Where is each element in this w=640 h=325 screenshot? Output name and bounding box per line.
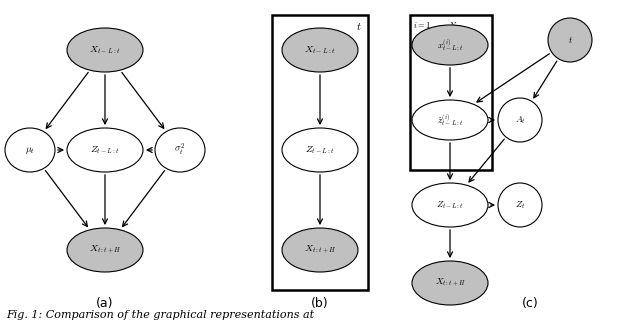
Text: $X_{t-L:t}$: $X_{t-L:t}$	[90, 44, 121, 56]
Text: $X_{t:t+H}$: $X_{t:t+H}$	[88, 244, 122, 256]
Text: $\mu_t$: $\mu_t$	[25, 145, 35, 155]
Text: (a): (a)	[96, 296, 114, 309]
Ellipse shape	[412, 261, 488, 305]
Ellipse shape	[282, 128, 358, 172]
Ellipse shape	[548, 18, 592, 62]
Ellipse shape	[67, 128, 143, 172]
Ellipse shape	[412, 183, 488, 227]
Ellipse shape	[282, 228, 358, 272]
Text: $X_{t:t+H}$: $X_{t:t+H}$	[435, 277, 465, 289]
Text: $t$: $t$	[568, 35, 573, 45]
Text: (b): (b)	[311, 296, 329, 309]
Ellipse shape	[67, 28, 143, 72]
Text: $Z_{t-L:t}$: $Z_{t-L:t}$	[305, 144, 335, 156]
Ellipse shape	[155, 128, 205, 172]
Text: $\hat{z}_{t-L:t}^{(i)}$: $\hat{z}_{t-L:t}^{(i)}$	[437, 112, 463, 128]
Text: Fig. 1: Comparison of the graphical representations at: Fig. 1: Comparison of the graphical repr…	[6, 310, 314, 320]
Text: $Z_{t-L:t}$: $Z_{t-L:t}$	[436, 199, 464, 211]
Text: $Z_{t-L:t}$: $Z_{t-L:t}$	[90, 144, 120, 156]
Ellipse shape	[412, 25, 488, 65]
Text: $i=1,...,N$: $i=1,...,N$	[413, 21, 458, 32]
Ellipse shape	[282, 28, 358, 72]
Bar	[272, 15, 368, 290]
Text: $x_{t-L:t}^{(i)}$: $x_{t-L:t}^{(i)}$	[436, 37, 463, 53]
Ellipse shape	[5, 128, 55, 172]
Ellipse shape	[498, 98, 542, 142]
Ellipse shape	[412, 100, 488, 140]
Text: $Z_t$: $Z_t$	[515, 199, 525, 211]
Ellipse shape	[67, 228, 143, 272]
Text: $t$: $t$	[356, 21, 362, 32]
Text: $\sigma_t^2$: $\sigma_t^2$	[174, 142, 186, 158]
Text: $X_{t:t+H}$: $X_{t:t+H}$	[303, 244, 337, 256]
Text: $X_{t-L:t}$: $X_{t-L:t}$	[305, 44, 335, 56]
Ellipse shape	[498, 183, 542, 227]
Text: $A_t$: $A_t$	[515, 114, 525, 126]
Bar	[410, 15, 492, 170]
Text: (c): (c)	[522, 296, 538, 309]
